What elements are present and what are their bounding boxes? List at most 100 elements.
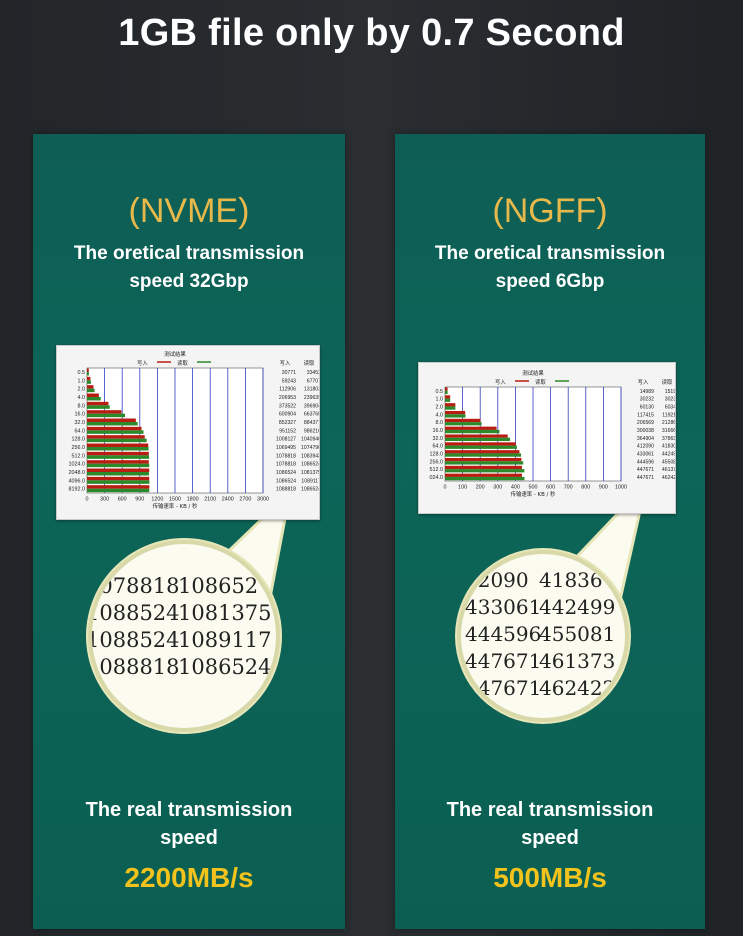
- bar-read: [87, 488, 150, 493]
- table-cell-write: 300038: [637, 428, 654, 434]
- bar-write: [87, 426, 142, 431]
- table-cell-write: 447671: [637, 475, 654, 481]
- table-cell-read: 378637: [662, 436, 675, 442]
- nvme-real-speed: 2200MB/s: [124, 862, 254, 893]
- x-tick-label: 1500: [169, 496, 181, 502]
- y-category-label: 1024.0: [69, 462, 86, 468]
- table-cell-read: 212860: [662, 420, 675, 426]
- table-cell-read: 884377: [304, 420, 319, 426]
- legend-label-read: 读取: [177, 359, 188, 367]
- table-cell-read: 462422: [662, 475, 675, 481]
- legend-label-write: 写入: [137, 360, 148, 367]
- bar-read: [445, 406, 456, 410]
- bar-read: [445, 422, 482, 426]
- table-header-read: 读取: [304, 359, 315, 367]
- bar-write: [445, 442, 516, 446]
- table-cell-write: 373522: [279, 403, 296, 409]
- bar-write: [87, 385, 94, 389]
- table-cell-read: 418301: [662, 444, 675, 450]
- x-axis-label: 传输速率 - KB / 秒: [511, 490, 556, 498]
- table-cell-write: 852327: [279, 420, 296, 426]
- x-tick-label: 1800: [187, 496, 199, 502]
- bar-write: [445, 426, 497, 430]
- bar-read: [87, 405, 110, 409]
- bar-write: [87, 460, 149, 464]
- zoom-value-write: 1078818: [88, 574, 180, 598]
- bar-read: [445, 445, 517, 449]
- x-tick-label: 0: [444, 484, 447, 490]
- bar-read: [445, 453, 522, 457]
- table-cell-write: 1088818: [276, 487, 296, 493]
- x-tick-label: 500: [529, 484, 538, 490]
- table-cell-write: 1069495: [276, 445, 296, 451]
- ngff-benchmark-screenshot: 0 100 200 300 400 500 600 700 800 900 1000 测试结果 写入 读取…: [418, 362, 676, 514]
- zoom-value-read: 455081: [539, 622, 616, 646]
- bar-write: [445, 387, 448, 391]
- bar-read: [445, 390, 448, 395]
- bar-read: [87, 413, 126, 418]
- zoom-value-write: 1088818: [88, 655, 180, 679]
- table-cell-read: 316669: [662, 428, 675, 434]
- bar-write: [87, 443, 149, 447]
- table-cell-write: 433061: [637, 451, 654, 457]
- bar-write: [87, 468, 150, 472]
- x-tick-label: 1000: [615, 484, 627, 490]
- table-cell-write: 951152: [279, 428, 296, 434]
- table-header-read: 读取: [662, 378, 673, 386]
- bar-write: [87, 485, 150, 489]
- table-cell-read: 1089117: [301, 478, 319, 484]
- bar-write: [445, 410, 466, 415]
- nvme-panel: (NVME) The oretical transmission speed 3…: [33, 134, 345, 929]
- table-cell-write: 1008127: [276, 437, 296, 443]
- table-cell-write: 1078818: [276, 462, 296, 468]
- table-cell-read: 15192: [665, 389, 675, 395]
- y-category-label: 256.0: [430, 459, 444, 465]
- table-cell-write: 447671: [637, 467, 654, 473]
- bar-read: [87, 422, 138, 426]
- bar-read: [87, 372, 89, 376]
- nvme-benchmark-screenshot: 0 300 600 900 1200 1500 1800 2100 2400 2700 3000 测试…: [56, 345, 320, 520]
- bar-write: [87, 401, 109, 406]
- bar-read: [445, 414, 466, 418]
- nvme-benchmark-chart: 0 300 600 900 1200 1500 1800 2100 2400 2700 3000 测试…: [69, 350, 320, 510]
- bar-read: [87, 455, 150, 459]
- zoom-value-write: 447671: [465, 676, 542, 700]
- y-category-label: 16.0: [75, 412, 86, 418]
- table-cell-read: 1086524: [301, 487, 319, 493]
- y-category-label: 8192.0: [69, 487, 86, 493]
- bar-write: [445, 395, 451, 399]
- x-tick-label: 900: [599, 484, 608, 490]
- ngff-desc-line1: The oretical transmission: [434, 243, 666, 264]
- bar-read: [445, 461, 524, 465]
- table-cell-read: 131803: [304, 387, 319, 393]
- table-cell-write: 412090: [637, 444, 654, 450]
- bar-write: [445, 450, 520, 454]
- x-tick-label: 3000: [257, 496, 269, 502]
- zoom-value-read: 462422: [539, 676, 616, 700]
- table-cell-write: 444596: [637, 459, 654, 465]
- table-cell-read: 60340: [665, 404, 675, 410]
- table-cell-write: 112906: [279, 387, 296, 393]
- bar-write: [87, 376, 91, 381]
- x-tick-label: 0: [86, 496, 89, 502]
- x-tick-label: 600: [546, 484, 555, 490]
- y-category-label: 0.5: [436, 389, 444, 395]
- table-cell-read: 30232: [665, 397, 675, 403]
- bar-write: [87, 410, 122, 414]
- zoom-value-write: 1088524: [88, 628, 180, 652]
- y-category-label: 024.0: [430, 475, 444, 481]
- table-cell-read: 67707: [307, 378, 319, 384]
- chart-title: 测试结果: [522, 369, 544, 377]
- y-category-label: 32.0: [75, 420, 86, 426]
- y-category-label: 4096.0: [69, 478, 86, 484]
- bar-write: [87, 435, 145, 439]
- y-category-label: 2.0: [436, 404, 444, 410]
- table-cell-read: 239639: [304, 395, 319, 401]
- nvme-zoom-magnifier: 1078818 108652 1088524 1081375 1088524 108911…: [88, 540, 280, 732]
- chart-title: 测试结果: [164, 350, 186, 358]
- table-cell-write: 206953: [279, 395, 296, 401]
- table-cell-read: 1081375: [301, 470, 319, 476]
- zoom-value-write: 433061: [465, 595, 542, 619]
- bar-write: [87, 418, 136, 422]
- table-cell-read: 663760: [304, 412, 319, 418]
